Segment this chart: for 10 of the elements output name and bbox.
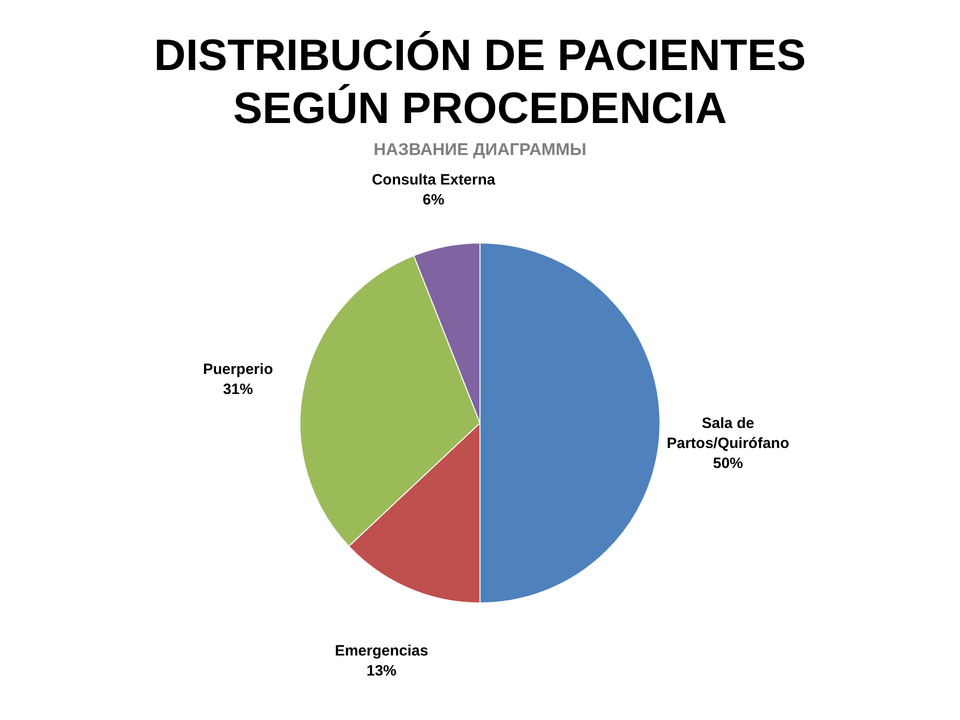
slice-label: Puerperio bbox=[202, 360, 273, 378]
data-label: 6% bbox=[422, 190, 444, 208]
data-label: 13% bbox=[366, 662, 397, 680]
slice-label: Emergencias bbox=[334, 642, 428, 660]
data-label: 31% bbox=[222, 380, 253, 398]
chart-title: DISTRIBUCIÓN DE PACIENTES SEGÚN PROCEDENCIA bbox=[153, 30, 807, 135]
slice-label: Sala de Partos/Quirófano bbox=[666, 414, 790, 452]
data-label: 50% bbox=[712, 454, 744, 472]
chart-subtitle: НАЗВАНИЕ ДИАГРАММЫ bbox=[374, 140, 586, 159]
slice-label: Consulta Externa bbox=[372, 170, 496, 188]
